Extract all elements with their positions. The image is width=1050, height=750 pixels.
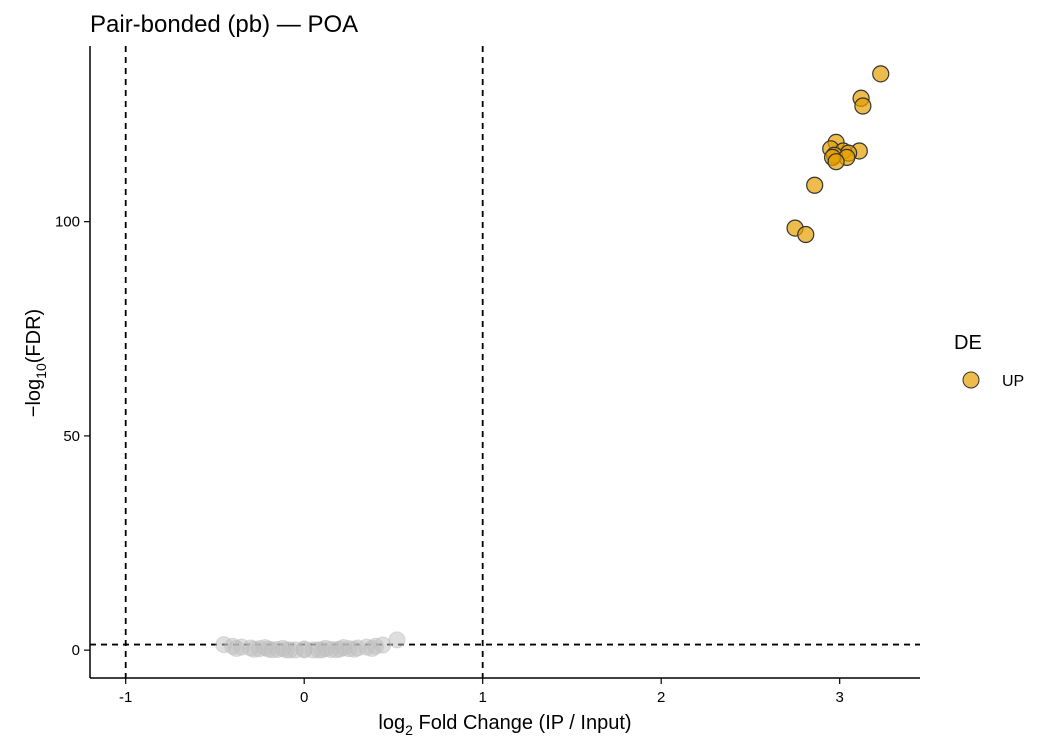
legend-key-up: [962, 371, 980, 389]
up-point-0: [872, 65, 890, 83]
ns-point-31: [317, 639, 335, 657]
axes: -1 0 1 2 3 0 50 100: [55, 46, 920, 706]
threshold-lines: [90, 46, 920, 678]
x-tick-label-0: 0: [300, 689, 308, 706]
ns-point-19: [388, 631, 406, 649]
y-axis-title: −log10(FDR): [23, 309, 49, 417]
chart-title: Pair-bonded (pb) — POA: [90, 11, 358, 38]
up-point-11: [827, 153, 845, 171]
y-tick-label-100: 100: [55, 214, 80, 231]
ns-point-28: [256, 639, 274, 657]
up-points: [786, 65, 890, 244]
up-point-2: [854, 97, 872, 115]
up-point-14: [797, 225, 815, 244]
ns-points: [215, 631, 406, 659]
x-tick-label-1: 1: [479, 689, 487, 706]
up-point-12: [806, 176, 824, 194]
legend: DE UP: [954, 332, 1024, 390]
ns-point-27: [363, 639, 381, 657]
x-tick-label-3: 3: [836, 689, 844, 706]
legend-label-up: UP: [1002, 373, 1024, 390]
ns-point-20: [227, 639, 245, 657]
x-axis-title: log2 Fold Change (IP / Input): [378, 712, 631, 738]
y-tick-label-0: 0: [72, 642, 80, 659]
y-tick-label-50: 50: [63, 428, 80, 445]
x-tick-label-2: 2: [657, 689, 665, 706]
x-tick-label--1: -1: [119, 689, 132, 706]
ns-point-30: [274, 639, 292, 657]
ns-point-32: [295, 640, 313, 658]
ns-point-29: [334, 639, 352, 657]
legend-title: DE: [954, 332, 982, 354]
